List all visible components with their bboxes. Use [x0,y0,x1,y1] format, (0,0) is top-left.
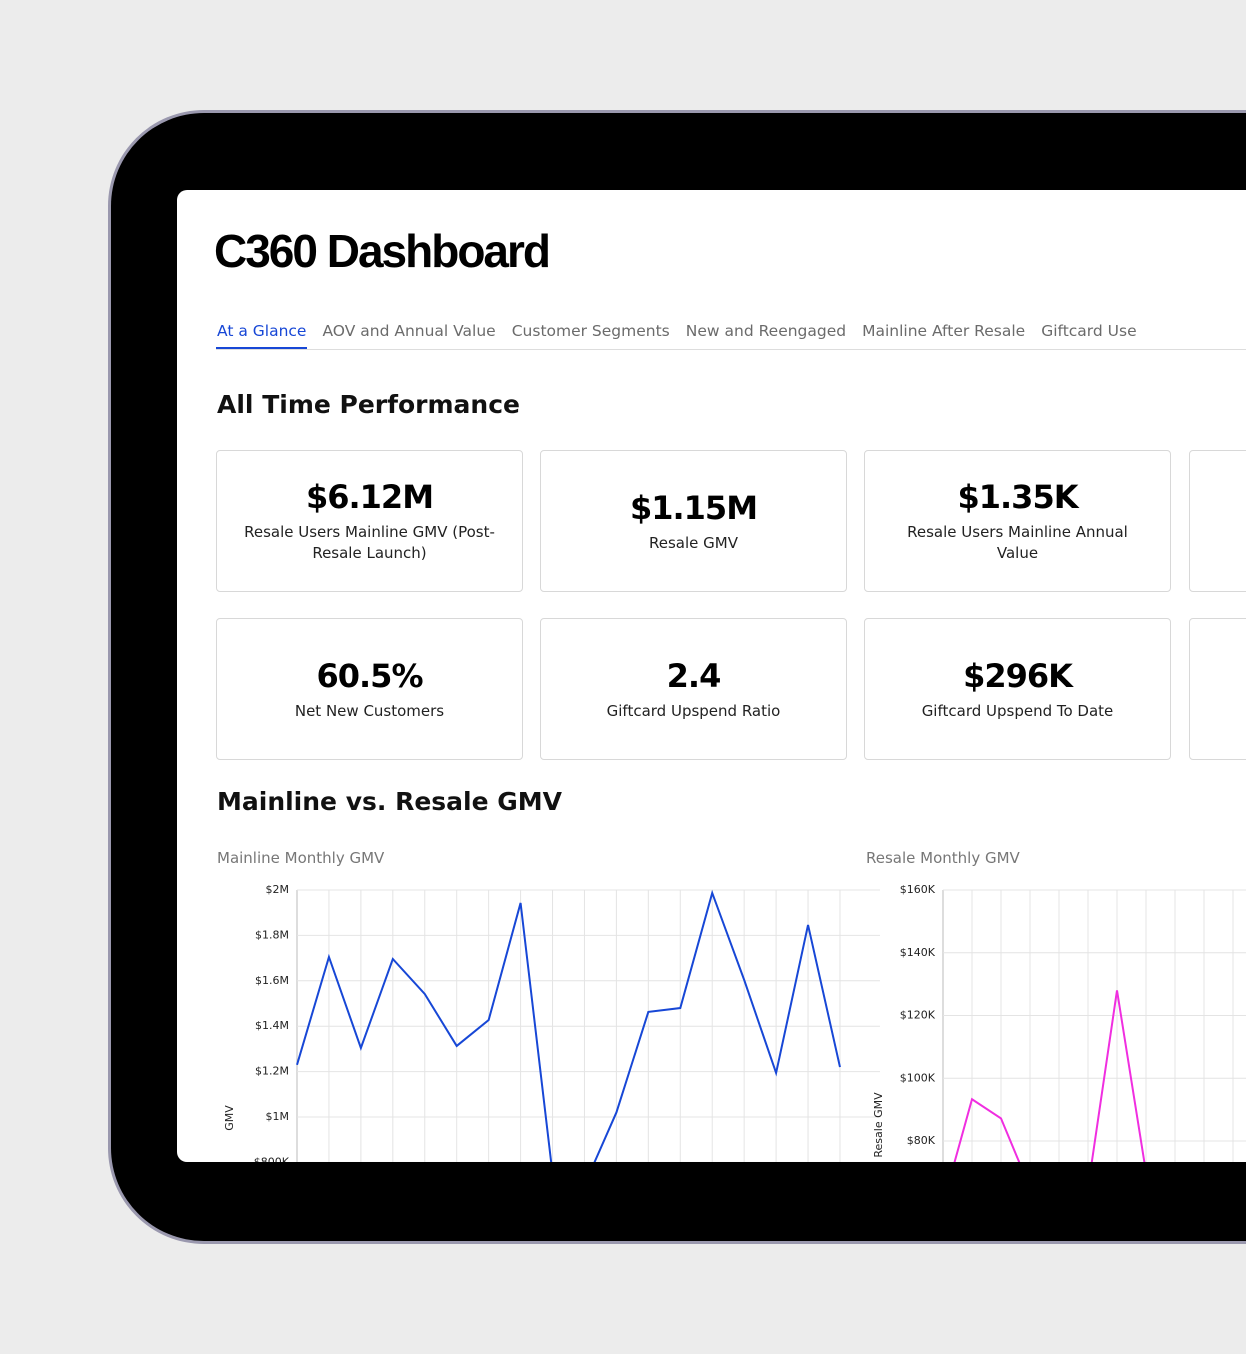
y-tick-label: $120K [900,1009,936,1022]
y-tick-label: $1.4M [255,1019,289,1032]
section-title: All Time Performance [217,390,521,419]
tab[interactable]: Mainline After Resale [862,322,1026,340]
chart-title: Resale Monthly GMV [866,849,1020,867]
kpi-label: Giftcard Upspend To Date [921,701,1114,720]
kpi-label: Resale Users Mainline GMV (Post-Resale L… [244,523,495,562]
kpi-card: $296K Giftcard Upspend To Date [864,618,1171,760]
tab[interactable]: At a Glance [216,320,308,349]
kpi-card: $1.15M Resale GMV [540,450,847,592]
tab[interactable]: Giftcard Use [1041,322,1137,340]
kpi-card [1189,450,1246,592]
dashboard: C360 Dashboard At a Glance AOV and Annual… [177,190,1246,1162]
y-axis-label: Resale GMV [872,1092,885,1158]
y-tick-label: $140K [900,946,936,959]
y-axis-label: GMV [223,1105,236,1131]
kpi-value: $296K [963,656,1073,695]
y-tick-label: $100K [900,1071,936,1084]
line-series [296,889,841,1162]
section-title: Mainline vs. Resale GMV [217,787,563,816]
y-tick-label: $1.2M [255,1065,289,1078]
tab[interactable]: Customer Segments [511,322,670,340]
kpi-card: $1.35K Resale Users Mainline Annual Value [864,450,1171,592]
kpi-card [1189,618,1246,760]
y-tick-label: $800K [254,1155,290,1162]
kpi-label: Resale Users Mainline Annual Value [907,523,1128,562]
tab[interactable]: New and Reengaged [685,322,847,340]
kpi-label: Giftcard Upspend Ratio [606,701,781,720]
kpi-value: $6.12M [305,478,434,516]
kpi-card: 2.4 Giftcard Upspend Ratio [540,618,847,760]
screen: C360 Dashboard At a Glance AOV and Annual… [177,190,1246,1162]
y-tick-label: $1.8M [255,928,289,941]
tab[interactable]: AOV and Annual Value [322,322,496,340]
chart-title: Mainline Monthly GMV [217,849,385,867]
y-tick-label: $1M [266,1110,290,1123]
tab-bar: At a Glance AOV and Annual Value Customer … [216,320,1246,350]
y-tick-label: $80K [907,1134,936,1147]
y-tick-label: $1.6M [255,974,289,987]
kpi-value: $1.35K [957,478,1078,516]
charts: GMV $2M $1.8M $1.6M $1.4M $1.2M $1M $800K Resale… [223,883,1246,1162]
kpi-card: $6.12M Resale Users Mainline GMV (Post-Re… [216,450,523,592]
kpi-card: 60.5% Net New Customers [216,618,523,760]
line-series [953,990,1146,1162]
dashboard-title: C360 Dashboard [214,225,551,277]
kpi-value: 60.5% [316,656,423,695]
kpi-label: Resale GMV [649,533,738,552]
kpi-label: Net New Customers [294,701,445,720]
kpi-value: 2.4 [666,656,722,695]
kpi-value: $1.15M [629,488,758,527]
y-tick-label: $160K [900,883,936,896]
y-tick-label: $2M [266,883,290,896]
